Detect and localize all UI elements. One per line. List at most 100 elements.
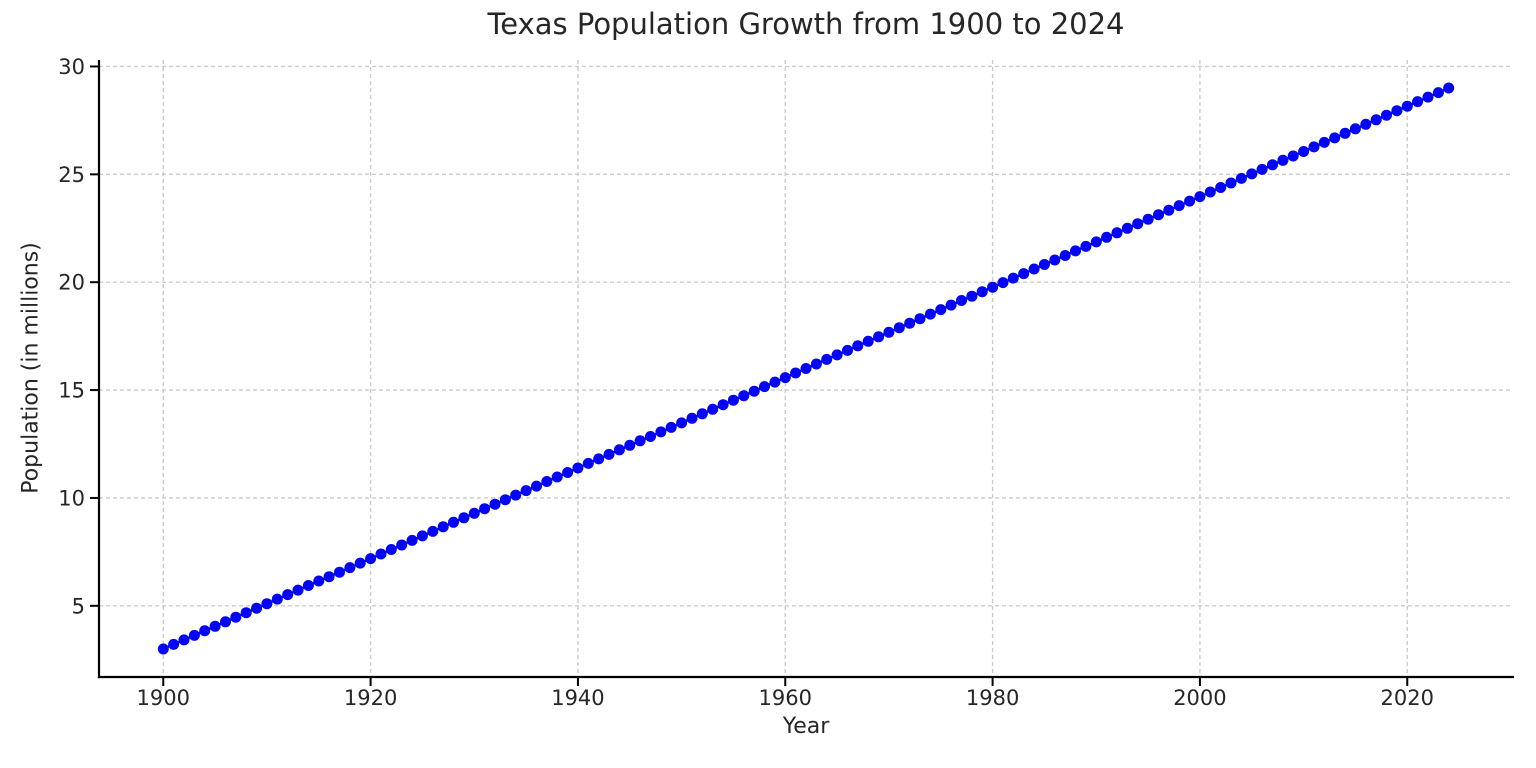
data-point (209, 620, 221, 632)
data-point (230, 611, 242, 623)
x-tick-label: 1980 (966, 686, 1019, 710)
data-point (334, 566, 345, 578)
data-point (499, 494, 511, 506)
data-point (956, 295, 967, 306)
data-point (1153, 209, 1164, 221)
chart-title: Texas Population Growth from 1900 to 202… (487, 7, 1125, 41)
x-tick-label: 2000 (1173, 686, 1226, 710)
data-point (1173, 200, 1185, 212)
data-point (1018, 268, 1030, 280)
data-point (1432, 87, 1444, 99)
data-point (1204, 186, 1216, 198)
data-point (261, 598, 273, 610)
y-tick-label: 5 (72, 594, 85, 618)
data-point (1391, 105, 1403, 117)
data-point (251, 602, 263, 614)
data-point (904, 317, 916, 329)
data-point (945, 299, 957, 311)
data-point (157, 643, 169, 655)
data-point (893, 322, 905, 334)
data-point (1370, 114, 1382, 126)
y-tick-label: 15 (58, 379, 85, 403)
data-point (178, 634, 190, 646)
data-point (593, 453, 605, 465)
data-point (665, 421, 677, 433)
data-point (852, 340, 864, 352)
data-point (1277, 154, 1289, 166)
y-tick-label: 10 (58, 486, 85, 510)
data-point (1111, 227, 1123, 239)
data-point (1287, 150, 1299, 162)
data-point (831, 349, 843, 361)
data-point (572, 462, 584, 474)
data-point (582, 457, 594, 469)
data-point (468, 507, 480, 519)
data-point (717, 399, 729, 411)
data-point (551, 471, 563, 483)
data-point (1028, 263, 1040, 275)
data-point (271, 593, 283, 605)
data-point (987, 281, 999, 293)
data-point (769, 376, 781, 388)
data-point (1308, 141, 1320, 153)
data-point (842, 344, 853, 356)
data-point (240, 607, 252, 619)
data-point (655, 426, 667, 438)
data-point (1121, 222, 1133, 234)
data-point (1101, 231, 1113, 243)
data-point (1184, 195, 1196, 207)
data-point (313, 575, 325, 587)
data-point (292, 584, 304, 596)
data-point (810, 358, 822, 370)
data-point (1422, 91, 1434, 103)
data-point (1267, 159, 1278, 171)
data-point (873, 331, 885, 343)
data-point (759, 381, 770, 393)
data-point (790, 367, 802, 379)
data-point (416, 530, 428, 542)
data-point (1339, 127, 1351, 139)
data-point (1349, 123, 1361, 135)
data-point (976, 286, 988, 298)
data-point (1059, 250, 1071, 261)
data-point (1080, 240, 1092, 252)
data-point (1049, 254, 1061, 266)
data-point (1235, 172, 1247, 184)
data-point (1401, 100, 1413, 112)
data-point (220, 616, 231, 628)
data-point (1443, 82, 1455, 94)
data-point (1070, 245, 1081, 257)
data-point (520, 485, 532, 497)
data-point (924, 308, 936, 320)
data-point (676, 417, 688, 429)
y-axis-label: Population (in millions) (18, 242, 44, 494)
data-point (779, 372, 791, 384)
data-point (1360, 118, 1372, 130)
data-point (862, 335, 874, 347)
data-point (1256, 163, 1268, 175)
data-point (344, 562, 356, 574)
x-tick-label: 1940 (551, 686, 604, 710)
data-point (199, 625, 211, 637)
data-point (634, 435, 646, 447)
data-point (510, 489, 522, 501)
data-point (686, 412, 698, 424)
data-point (1246, 168, 1258, 180)
data-point (1038, 259, 1050, 270)
data-point (1215, 182, 1227, 193)
data-point (323, 571, 335, 583)
data-point (1163, 204, 1175, 216)
data-point (458, 512, 470, 524)
data-point (385, 544, 397, 555)
y-tick-label: 30 (58, 55, 85, 79)
data-point (168, 638, 180, 650)
data-point (624, 439, 636, 451)
data-point (1318, 136, 1330, 148)
data-point (541, 476, 553, 487)
data-point (883, 326, 895, 338)
data-point (562, 467, 574, 478)
data-point (800, 363, 812, 374)
y-tick-label: 20 (58, 271, 85, 295)
data-point (1090, 236, 1102, 248)
data-point (354, 557, 366, 569)
